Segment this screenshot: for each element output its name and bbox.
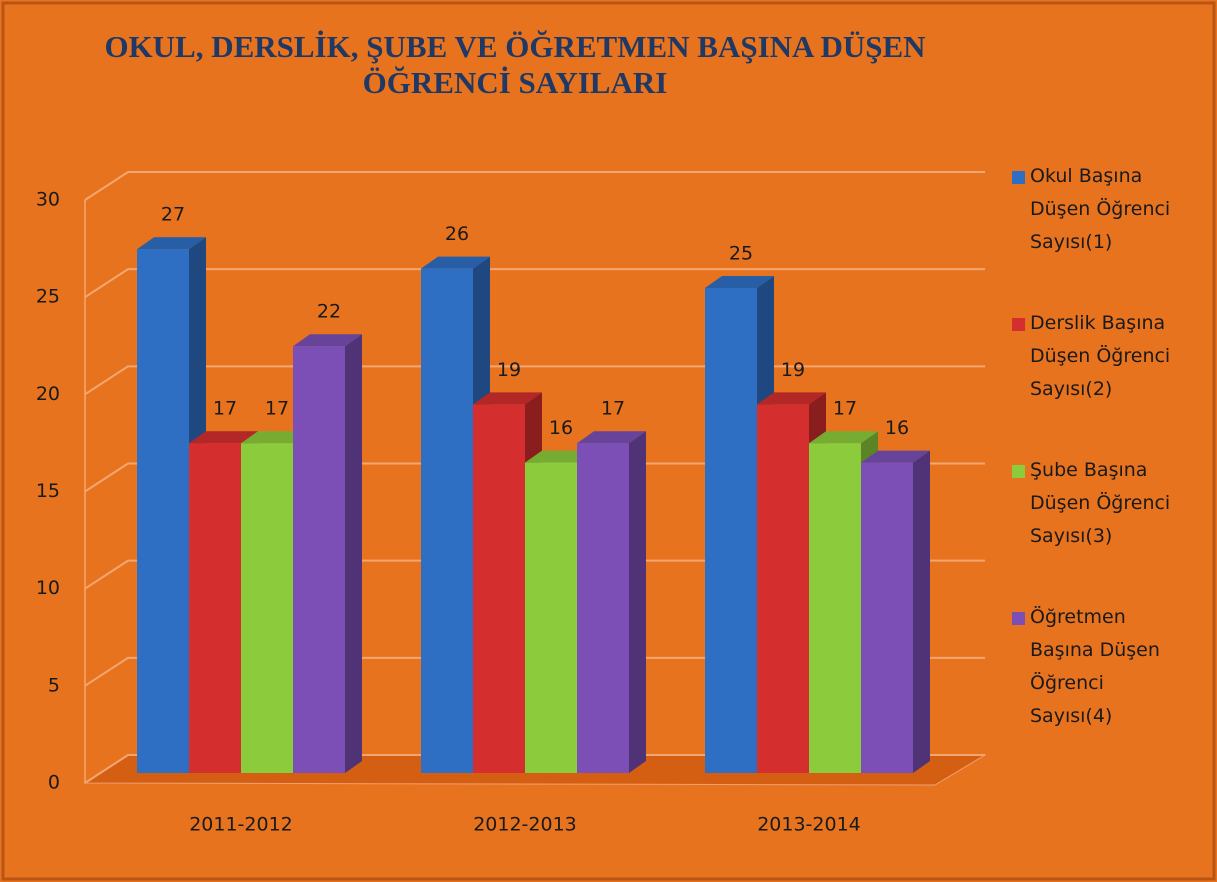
bar-top [525, 450, 594, 463]
grid-line [84, 656, 985, 687]
bar-shade [913, 450, 930, 773]
bar [137, 249, 189, 773]
value-label: 17 [213, 398, 237, 420]
bar-shade [137, 237, 206, 250]
y-tick-label: 25 [36, 286, 60, 308]
bar-shade [525, 450, 594, 463]
legend-swatch [1012, 465, 1025, 478]
bar [525, 462, 577, 773]
bar-top [293, 334, 362, 347]
bar-top [421, 256, 490, 269]
bar-shade [241, 431, 310, 444]
bar-top [861, 450, 930, 463]
x-tick-label: 2012-2013 [473, 814, 577, 836]
bar-side [629, 431, 646, 773]
value-label: 17 [265, 398, 289, 420]
legend-label: Derslik Başına Düşen Öğrenci Sayısı(2) [1030, 312, 1171, 400]
grid-line [84, 171, 985, 201]
bar-shade [629, 431, 646, 773]
bar-top [809, 431, 878, 444]
value-label: 22 [317, 301, 341, 323]
value-label: 26 [445, 223, 469, 245]
bar-top [241, 431, 310, 444]
legend-label: Öğretmen Başına Düşen Öğrenci Sayısı(4) [1030, 606, 1160, 727]
legend-entry: Şube Başına Düşen Öğrenci Sayısı(3) [1012, 454, 1202, 553]
value-label: 19 [781, 359, 805, 381]
bar [293, 346, 345, 773]
value-label: 17 [833, 398, 857, 420]
grid-line [84, 268, 985, 299]
y-tick-label: 30 [36, 189, 60, 211]
bar-top [705, 276, 774, 288]
value-label: 16 [885, 417, 909, 439]
bar [705, 288, 757, 773]
bar [473, 404, 525, 773]
legend-entry: Derslik Başına Düşen Öğrenci Sayısı(2) [1012, 307, 1202, 406]
chart-title: OKUL, DERSLİK, ŞUBE VE ÖĞRETMEN BAŞINA D… [104, 29, 925, 64]
grid-line [84, 754, 985, 784]
legend-label: Şube Başına Düşen Öğrenci Sayısı(3) [1030, 459, 1171, 547]
grid-line [84, 462, 985, 493]
bar [809, 443, 861, 773]
x-tick-label: 2013-2014 [757, 814, 861, 836]
bar-shade [705, 276, 774, 288]
bar-top [577, 431, 646, 444]
bar [861, 462, 913, 773]
bar-shade [757, 392, 826, 405]
legend-swatch [1012, 171, 1025, 184]
bar-shade [189, 431, 258, 444]
y-tick-label: 20 [36, 383, 60, 405]
legend-label: Okul Başına Düşen Öğrenci Sayısı(1) [1030, 165, 1171, 253]
bar [189, 443, 241, 773]
bar-shade [577, 431, 646, 444]
grid-line [84, 365, 985, 396]
x-tick-label: 2011-2012 [189, 814, 293, 836]
value-label: 16 [549, 417, 573, 439]
bar-top [137, 237, 206, 250]
y-tick-label: 10 [36, 577, 60, 599]
legend-swatch [1012, 318, 1025, 331]
bar-shade [421, 256, 490, 269]
y-tick-label: 5 [48, 674, 60, 696]
bar-shade [293, 334, 362, 347]
bar-shade [473, 392, 542, 405]
bar [241, 443, 293, 773]
bar [757, 404, 809, 773]
bar-shade [345, 334, 362, 773]
value-label: 25 [729, 243, 753, 265]
bar [577, 443, 629, 773]
legend-entry: Öğretmen Başına Düşen Öğrenci Sayısı(4) [1012, 601, 1202, 733]
value-label: 27 [161, 204, 185, 226]
legend-swatch [1012, 612, 1025, 625]
bar-side [345, 334, 362, 773]
y-tick-label: 0 [48, 772, 60, 794]
value-label: 19 [497, 359, 521, 381]
value-label: 17 [601, 398, 625, 420]
y-tick-label: 15 [36, 480, 60, 502]
bar [421, 268, 473, 773]
grid-line [84, 559, 985, 590]
bar-top [473, 392, 542, 405]
bar-top [189, 431, 258, 444]
legend-entry: Okul Başına Düşen Öğrenci Sayısı(1) [1012, 160, 1202, 259]
bar-top [757, 392, 826, 405]
bar-side [913, 450, 930, 773]
bar-shade [861, 450, 930, 463]
legend: Okul Başına Düşen Öğrenci Sayısı(1) Dersl… [1012, 160, 1202, 781]
bar-shade [809, 431, 878, 444]
chart-title: ÖĞRENCİ SAYILARI [363, 65, 668, 100]
